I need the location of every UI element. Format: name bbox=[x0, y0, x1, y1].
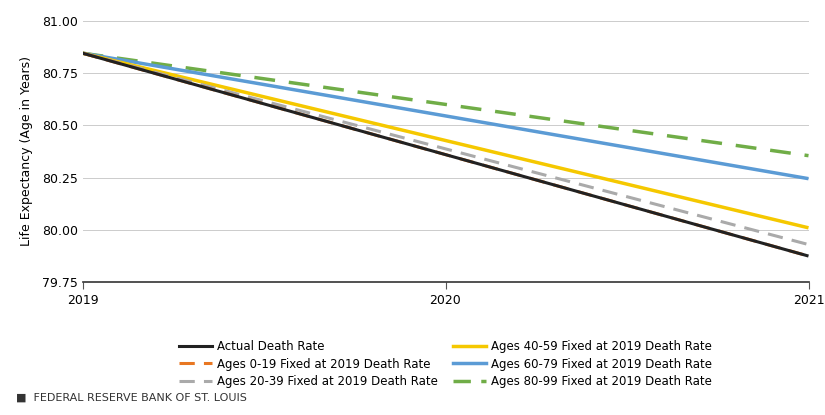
Y-axis label: Life Expectancy (Age in Years): Life Expectancy (Age in Years) bbox=[21, 56, 33, 247]
Text: ■  FEDERAL RESERVE BANK OF ST. LOUIS: ■ FEDERAL RESERVE BANK OF ST. LOUIS bbox=[16, 393, 247, 403]
Legend: Actual Death Rate, Ages 0-19 Fixed at 2019 Death Rate, Ages 20-39 Fixed at 2019 : Actual Death Rate, Ages 0-19 Fixed at 20… bbox=[174, 335, 717, 393]
